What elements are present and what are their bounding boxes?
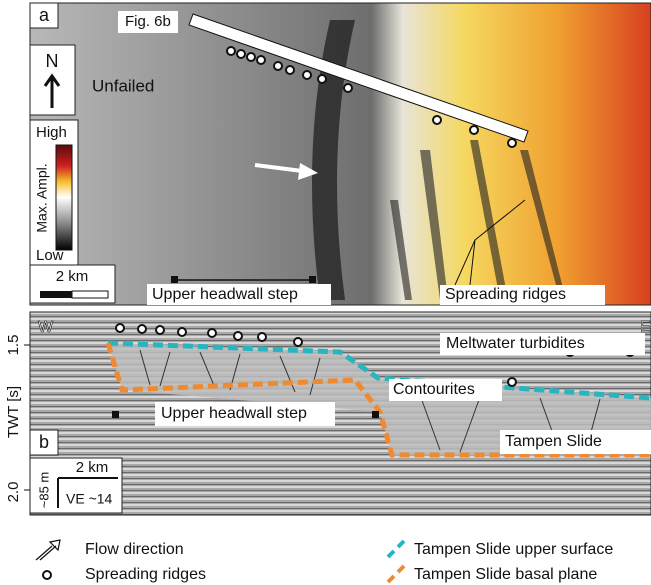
graphic bbox=[470, 126, 478, 134]
scale-bar bbox=[40, 291, 72, 298]
graphic bbox=[138, 325, 146, 333]
graphic bbox=[234, 332, 242, 340]
graphic bbox=[344, 84, 352, 92]
unit-label: Contourites bbox=[393, 381, 475, 398]
shape bbox=[112, 411, 119, 418]
graphic bbox=[178, 328, 186, 336]
axis-tick: 2.0 bbox=[5, 482, 22, 503]
legend-label: Tampen Slide upper surface bbox=[414, 541, 613, 558]
colorbar-high: High bbox=[36, 124, 67, 141]
graphic bbox=[508, 378, 516, 386]
graphic bbox=[24, 345, 30, 490]
upper-icon bbox=[388, 541, 404, 557]
basal-icon bbox=[388, 566, 404, 582]
flow-icon bbox=[36, 540, 60, 560]
legend-label: Flow direction bbox=[85, 541, 184, 558]
legend: Flow direction Spreading ridges Tampen S… bbox=[36, 540, 613, 583]
ve-label: VE ~14 bbox=[66, 491, 113, 507]
unit-label: Meltwater turbidites bbox=[446, 335, 585, 352]
headwall-label: Upper headwall step bbox=[152, 286, 298, 303]
graphic bbox=[286, 66, 294, 74]
graphic bbox=[247, 53, 255, 61]
north-label: N bbox=[46, 51, 59, 71]
shape bbox=[171, 276, 178, 283]
shape bbox=[372, 411, 379, 418]
figure: a Fig. 6b N Unfailed High Max. Ampl. Low… bbox=[0, 0, 651, 585]
ridge-icon bbox=[43, 571, 51, 579]
graphic bbox=[303, 71, 311, 79]
graphic bbox=[237, 50, 245, 58]
panel-a: a Fig. 6b N Unfailed High Max. Ampl. Low… bbox=[30, 3, 651, 305]
unit-label: Tampen Slide bbox=[505, 433, 602, 450]
graphic bbox=[227, 47, 235, 55]
graphic bbox=[294, 338, 302, 346]
west-label: W bbox=[38, 319, 54, 336]
ridges-label: Spreading ridges bbox=[445, 286, 566, 303]
fig-ref: Fig. 6b bbox=[125, 13, 171, 30]
colorbar-title: Max. Ampl. bbox=[34, 163, 50, 232]
vertical-scale: ~85 m bbox=[36, 472, 51, 509]
graphic bbox=[156, 326, 164, 334]
axis-tick: 1.5 bbox=[5, 335, 22, 356]
panel-b: W E Meltwater turbidites Contourites Upp… bbox=[5, 312, 651, 515]
graphic bbox=[116, 324, 124, 332]
legend-label: Tampen Slide basal plane bbox=[414, 566, 597, 583]
headwall-label: Upper headwall step bbox=[161, 405, 307, 422]
graphic bbox=[208, 329, 216, 337]
graphic bbox=[258, 333, 266, 341]
axis-title: TWT [s] bbox=[5, 386, 22, 438]
scale-bar bbox=[72, 291, 108, 298]
scale-label: 2 km bbox=[56, 268, 89, 285]
graphic bbox=[318, 75, 326, 83]
panel-label: a bbox=[39, 5, 50, 25]
scale-label: 2 km bbox=[76, 459, 109, 476]
legend-label: Spreading ridges bbox=[85, 566, 206, 583]
colorbar bbox=[56, 145, 72, 250]
graphic bbox=[274, 62, 282, 70]
graphic bbox=[257, 56, 265, 64]
colorbar-low: Low bbox=[36, 247, 64, 264]
shape bbox=[309, 276, 316, 283]
graphic bbox=[508, 139, 516, 147]
graphic bbox=[433, 116, 441, 124]
panel-label: b bbox=[39, 432, 49, 452]
area-label: Unfailed bbox=[92, 76, 154, 95]
